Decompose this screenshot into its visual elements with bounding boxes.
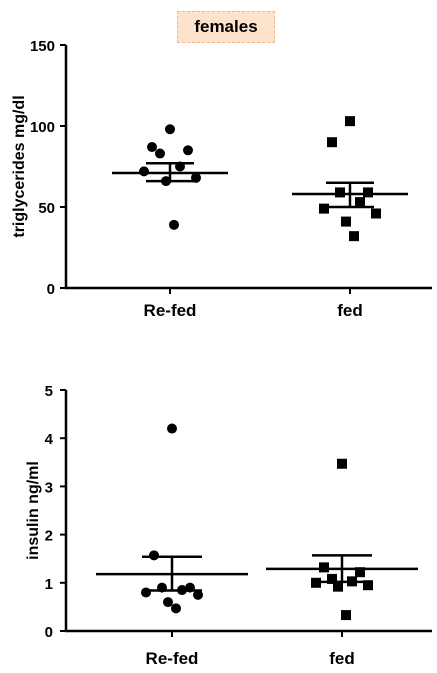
data-point bbox=[363, 187, 373, 198]
chart-panel-1: 0 50 100 150 triglycerides mg/dl Re-fed fed bbox=[11, 38, 432, 320]
data-point bbox=[355, 197, 365, 208]
data-point bbox=[165, 124, 175, 135]
y-tick-label: 3 bbox=[45, 479, 53, 496]
data-point bbox=[183, 145, 193, 156]
data-point bbox=[155, 148, 165, 159]
data-point bbox=[149, 550, 159, 561]
chart-title: females bbox=[177, 11, 275, 43]
y-tick-label: 0 bbox=[45, 624, 53, 641]
data-point bbox=[147, 142, 157, 153]
data-point bbox=[333, 581, 343, 592]
chart-title-text: females bbox=[194, 17, 258, 36]
data-point bbox=[327, 137, 337, 148]
data-point bbox=[319, 203, 329, 214]
series-fed bbox=[266, 458, 418, 621]
y-tick-label: 50 bbox=[38, 200, 55, 217]
data-point bbox=[349, 231, 359, 242]
x-tick-label: fed bbox=[337, 301, 363, 320]
y-axis-label: triglycerides mg/dl bbox=[11, 95, 28, 237]
data-point bbox=[363, 580, 373, 591]
y-axis-label: insulin ng/ml bbox=[25, 461, 42, 560]
chart-panel-2: 0 1 2 3 4 5 insulin ng/ml Re-fed fed bbox=[25, 383, 432, 668]
y-tick-label: 4 bbox=[45, 431, 54, 448]
data-point bbox=[171, 603, 181, 614]
data-point bbox=[355, 567, 365, 578]
data-point bbox=[163, 597, 173, 608]
data-point bbox=[167, 423, 177, 434]
y-tick-label: 100 bbox=[30, 119, 55, 136]
y-tick-label: 2 bbox=[45, 528, 53, 545]
y-tick-label: 0 bbox=[47, 281, 55, 298]
series-fed bbox=[292, 116, 408, 242]
data-point bbox=[141, 587, 151, 598]
data-point bbox=[327, 573, 337, 584]
series-re-fed bbox=[112, 124, 228, 230]
data-point bbox=[319, 562, 329, 573]
x-tick-label: Re-fed bbox=[146, 649, 199, 668]
data-point bbox=[371, 208, 381, 219]
series-re-fed bbox=[96, 423, 248, 614]
data-point bbox=[193, 589, 203, 600]
y-tick-label: 5 bbox=[45, 383, 53, 400]
x-tick-label: fed bbox=[329, 649, 355, 668]
x-tick-label: Re-fed bbox=[144, 301, 197, 320]
data-point bbox=[139, 166, 149, 177]
data-point bbox=[337, 458, 347, 469]
data-point bbox=[345, 116, 355, 127]
data-point bbox=[341, 216, 351, 227]
data-point bbox=[169, 219, 179, 230]
data-point bbox=[335, 187, 345, 198]
y-tick-label: 1 bbox=[45, 576, 53, 593]
data-point bbox=[341, 610, 351, 621]
y-tick-label: 150 bbox=[30, 38, 55, 55]
